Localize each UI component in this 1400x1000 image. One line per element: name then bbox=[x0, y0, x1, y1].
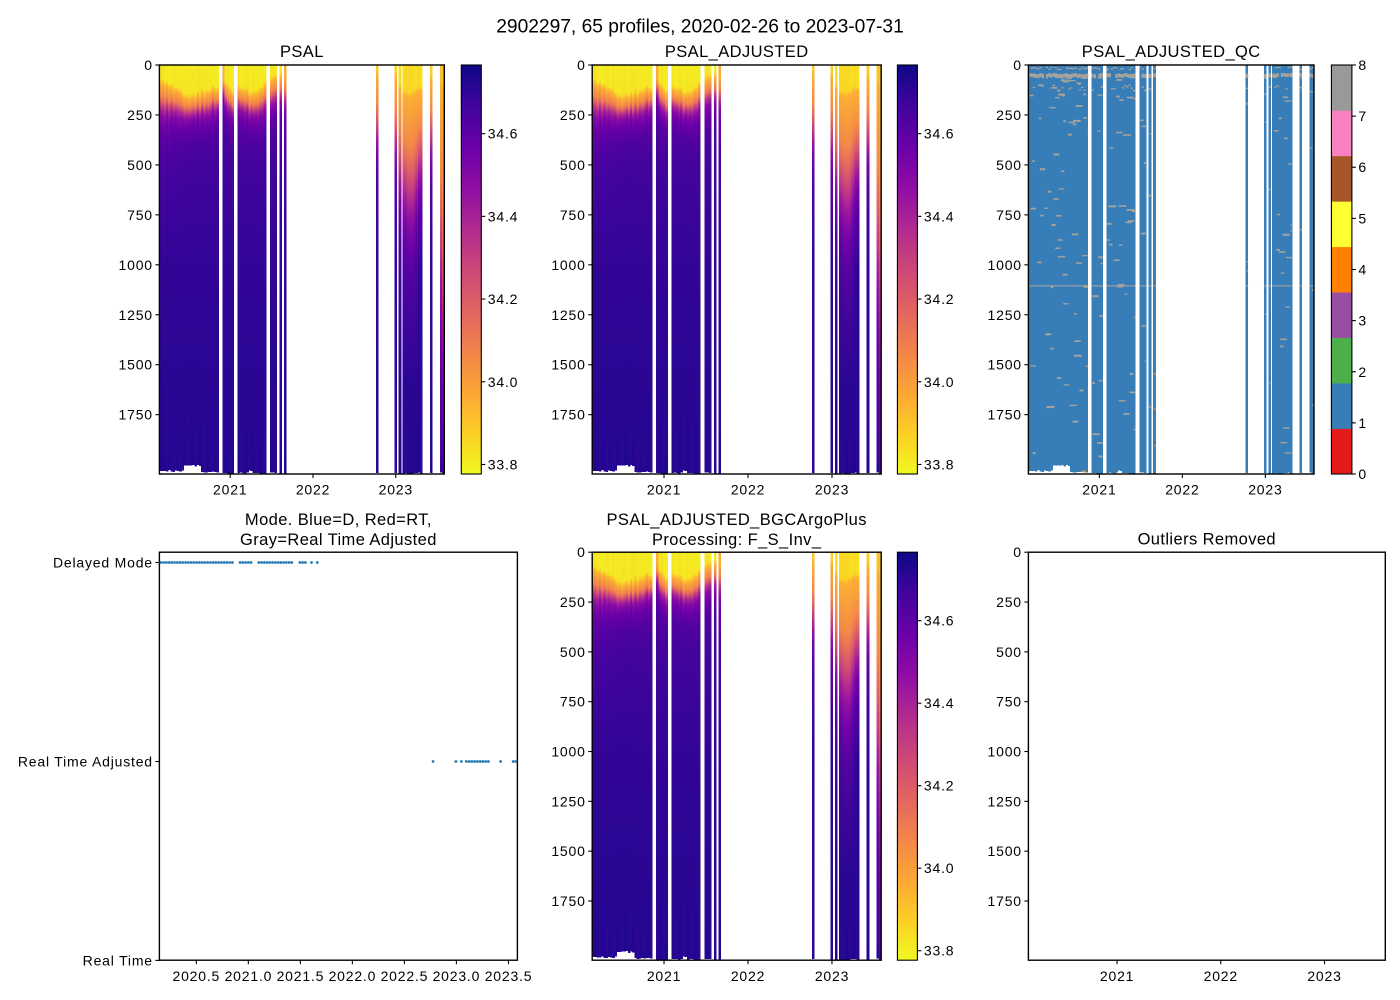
svg-text:2022.5: 2022.5 bbox=[381, 968, 429, 984]
svg-text:1750: 1750 bbox=[988, 893, 1022, 909]
svg-text:1250: 1250 bbox=[551, 793, 585, 809]
svg-text:3: 3 bbox=[1358, 313, 1367, 329]
svg-text:PSAL: PSAL bbox=[280, 43, 324, 61]
svg-text:Processing: F_S_Inv_: Processing: F_S_Inv_ bbox=[652, 531, 822, 549]
svg-text:34.0: 34.0 bbox=[488, 374, 518, 390]
svg-text:0: 0 bbox=[1358, 466, 1367, 482]
svg-text:0: 0 bbox=[577, 544, 586, 560]
svg-text:1500: 1500 bbox=[551, 357, 585, 373]
svg-text:34.0: 34.0 bbox=[924, 374, 954, 390]
svg-text:Gray=Real Time Adjusted: Gray=Real Time Adjusted bbox=[240, 531, 437, 549]
svg-text:Outliers Removed: Outliers Removed bbox=[1138, 531, 1276, 549]
svg-text:1500: 1500 bbox=[119, 357, 153, 373]
svg-text:250: 250 bbox=[560, 594, 586, 610]
svg-text:1500: 1500 bbox=[551, 843, 585, 859]
svg-text:750: 750 bbox=[996, 207, 1022, 223]
svg-text:2021: 2021 bbox=[213, 482, 247, 498]
svg-text:1750: 1750 bbox=[119, 407, 153, 423]
svg-text:2023: 2023 bbox=[1248, 482, 1282, 498]
svg-text:750: 750 bbox=[996, 694, 1022, 710]
svg-text:1000: 1000 bbox=[551, 257, 585, 273]
svg-text:1750: 1750 bbox=[551, 893, 585, 909]
svg-text:1750: 1750 bbox=[988, 407, 1022, 423]
svg-text:33.8: 33.8 bbox=[924, 457, 954, 473]
svg-text:250: 250 bbox=[996, 107, 1022, 123]
svg-text:PSAL_ADJUSTED_QC: PSAL_ADJUSTED_QC bbox=[1082, 43, 1261, 61]
svg-text:34.0: 34.0 bbox=[924, 860, 954, 876]
svg-text:2: 2 bbox=[1358, 364, 1367, 380]
svg-text:33.8: 33.8 bbox=[924, 943, 954, 959]
svg-text:2023: 2023 bbox=[815, 968, 849, 984]
svg-text:2022: 2022 bbox=[1165, 482, 1199, 498]
svg-text:2023: 2023 bbox=[379, 482, 413, 498]
svg-text:250: 250 bbox=[560, 107, 586, 123]
svg-text:2020.5: 2020.5 bbox=[172, 968, 220, 984]
svg-text:750: 750 bbox=[560, 207, 586, 223]
svg-text:1250: 1250 bbox=[119, 307, 153, 323]
svg-text:2021: 2021 bbox=[1082, 482, 1116, 498]
svg-text:750: 750 bbox=[127, 207, 153, 223]
svg-text:2021: 2021 bbox=[647, 482, 681, 498]
svg-text:7: 7 bbox=[1358, 108, 1367, 124]
svg-text:34.4: 34.4 bbox=[924, 208, 954, 224]
svg-text:0: 0 bbox=[577, 57, 586, 73]
svg-text:250: 250 bbox=[127, 107, 153, 123]
svg-text:5: 5 bbox=[1358, 210, 1367, 226]
svg-text:34.2: 34.2 bbox=[488, 291, 518, 307]
svg-text:34.4: 34.4 bbox=[488, 208, 518, 224]
svg-text:0: 0 bbox=[144, 57, 153, 73]
svg-text:PSAL_ADJUSTED_BGCArgoPlus: PSAL_ADJUSTED_BGCArgoPlus bbox=[607, 511, 867, 529]
svg-text:1500: 1500 bbox=[988, 357, 1022, 373]
svg-text:1250: 1250 bbox=[988, 307, 1022, 323]
svg-text:500: 500 bbox=[560, 644, 586, 660]
svg-text:2022: 2022 bbox=[296, 482, 330, 498]
svg-text:34.6: 34.6 bbox=[924, 613, 954, 629]
svg-text:2021: 2021 bbox=[647, 968, 681, 984]
svg-text:750: 750 bbox=[560, 694, 586, 710]
svg-text:34.6: 34.6 bbox=[924, 126, 954, 142]
svg-text:2023: 2023 bbox=[815, 482, 849, 498]
svg-text:2023.0: 2023.0 bbox=[433, 968, 481, 984]
svg-text:34.4: 34.4 bbox=[924, 695, 954, 711]
svg-text:0: 0 bbox=[1013, 544, 1022, 560]
svg-text:PSAL_ADJUSTED: PSAL_ADJUSTED bbox=[665, 43, 809, 61]
svg-text:33.8: 33.8 bbox=[488, 457, 518, 473]
svg-text:Mode. Blue=D, Red=RT,: Mode. Blue=D, Red=RT, bbox=[245, 511, 432, 529]
svg-text:4: 4 bbox=[1358, 262, 1367, 278]
svg-text:2902297, 65 profiles, 2020-02-: 2902297, 65 profiles, 2020-02-26 to 2023… bbox=[496, 17, 904, 38]
svg-text:1500: 1500 bbox=[988, 843, 1022, 859]
svg-text:2022: 2022 bbox=[1204, 968, 1238, 984]
svg-text:34.2: 34.2 bbox=[924, 291, 954, 307]
svg-text:2021: 2021 bbox=[1100, 968, 1134, 984]
svg-text:2022.0: 2022.0 bbox=[329, 968, 377, 984]
svg-text:1250: 1250 bbox=[988, 793, 1022, 809]
svg-text:500: 500 bbox=[996, 157, 1022, 173]
svg-text:Real Time: Real Time bbox=[83, 952, 153, 968]
svg-text:Delayed Mode: Delayed Mode bbox=[53, 555, 153, 571]
svg-text:34.6: 34.6 bbox=[488, 126, 518, 142]
svg-text:1: 1 bbox=[1358, 415, 1367, 431]
svg-text:1250: 1250 bbox=[551, 307, 585, 323]
svg-text:2022: 2022 bbox=[731, 482, 765, 498]
svg-text:1000: 1000 bbox=[988, 257, 1022, 273]
svg-text:0: 0 bbox=[1013, 57, 1022, 73]
svg-text:34.2: 34.2 bbox=[924, 778, 954, 794]
svg-text:2022: 2022 bbox=[731, 968, 765, 984]
svg-text:1000: 1000 bbox=[119, 257, 153, 273]
svg-text:250: 250 bbox=[996, 594, 1022, 610]
svg-text:500: 500 bbox=[127, 157, 153, 173]
svg-text:1750: 1750 bbox=[551, 407, 585, 423]
svg-text:500: 500 bbox=[996, 644, 1022, 660]
svg-text:2021.5: 2021.5 bbox=[277, 968, 325, 984]
svg-text:2023: 2023 bbox=[1307, 968, 1341, 984]
svg-text:Real Time Adjusted: Real Time Adjusted bbox=[18, 754, 153, 770]
svg-text:1000: 1000 bbox=[551, 744, 585, 760]
svg-text:2023.5: 2023.5 bbox=[485, 968, 533, 984]
svg-text:2021.0: 2021.0 bbox=[225, 968, 273, 984]
svg-text:1000: 1000 bbox=[988, 744, 1022, 760]
svg-text:6: 6 bbox=[1358, 159, 1367, 175]
svg-text:8: 8 bbox=[1358, 57, 1367, 73]
svg-text:500: 500 bbox=[560, 157, 586, 173]
